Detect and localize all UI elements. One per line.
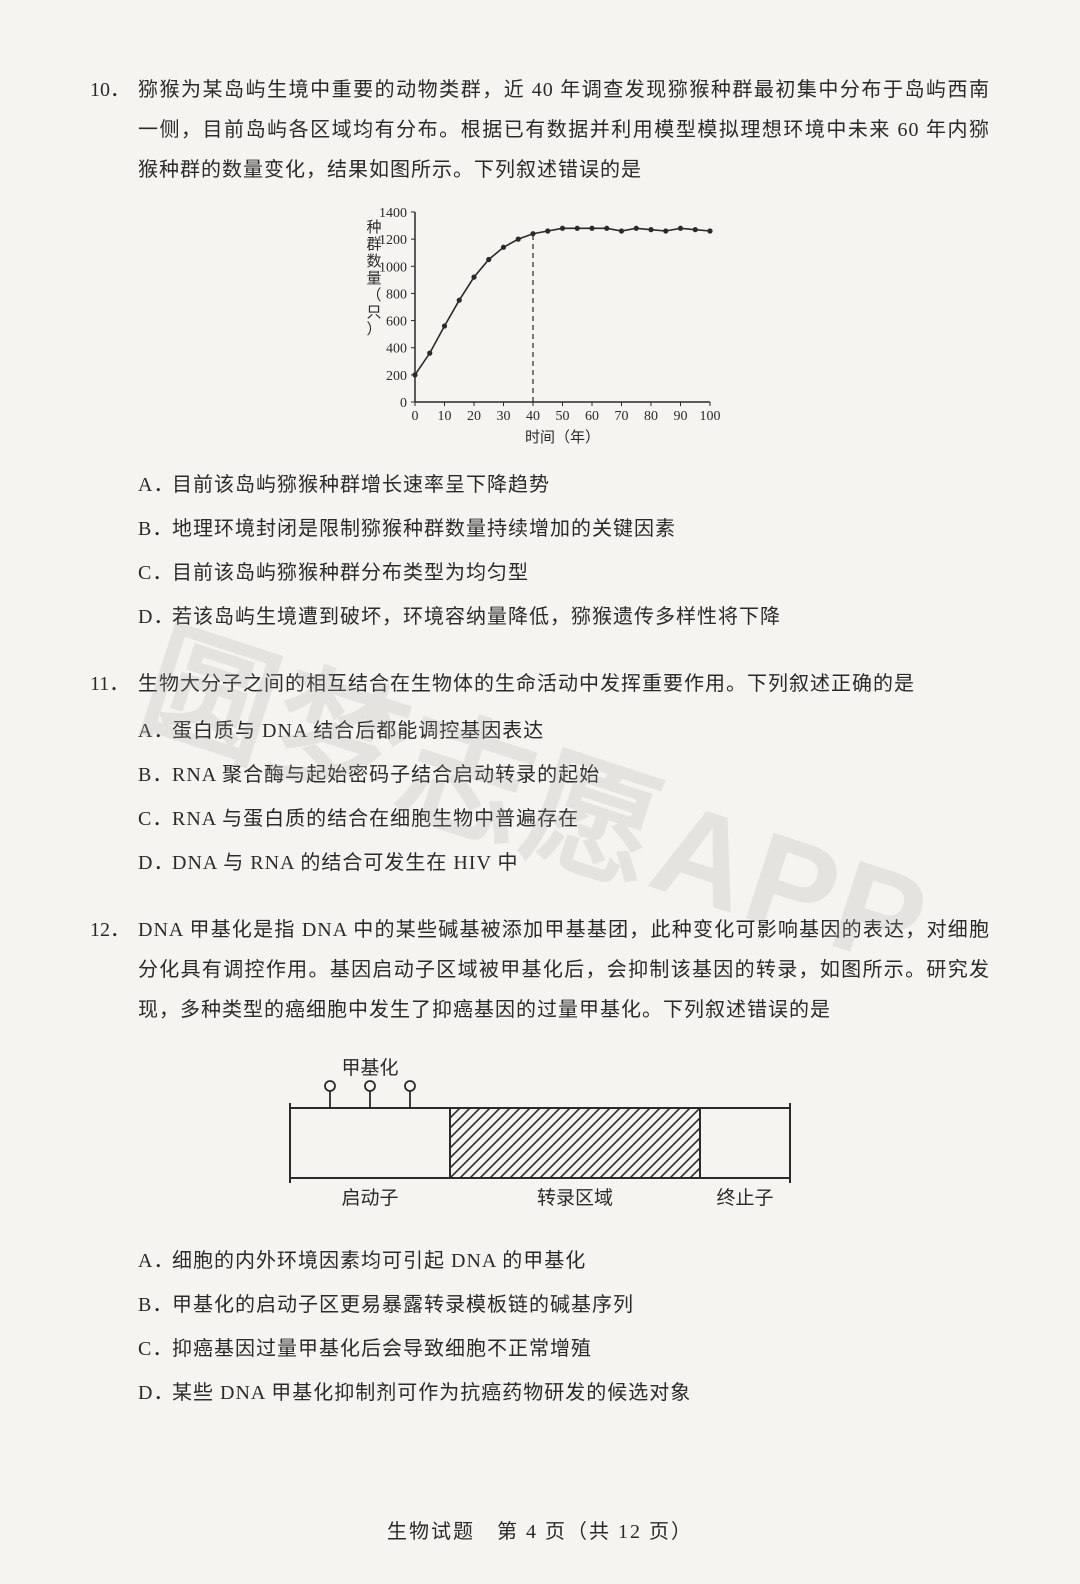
svg-text:400: 400 bbox=[386, 342, 407, 357]
svg-text:100: 100 bbox=[700, 409, 721, 424]
svg-text:甲基化: 甲基化 bbox=[341, 1057, 398, 1079]
svg-text:0: 0 bbox=[412, 409, 419, 424]
svg-text:种群数量（只）: 种群数量（只） bbox=[366, 219, 381, 338]
svg-text:800: 800 bbox=[386, 287, 407, 302]
question-text: 生物大分子之间的相互结合在生物体的生命活动中发挥重要作用。下列叙述正确的是 bbox=[138, 664, 915, 704]
question-text: 猕猴为某岛屿生境中重要的动物类群，近 40 年调查发现猕猴种群最初集中分布于岛屿… bbox=[138, 70, 990, 190]
page-footer: 生物试题 第 4 页（共 12 页） bbox=[0, 1515, 1080, 1544]
option-a: A．目前该岛屿猕猴种群增长速率呈下降趋势 bbox=[138, 466, 990, 504]
options-block: A．细胞的内外环境因素均可引起 DNA 的甲基化 B．甲基化的启动子区更易暴露转… bbox=[138, 1242, 990, 1412]
question-number: 10． bbox=[90, 73, 138, 102]
question-12: 12． DNA 甲基化是指 DNA 中的某些碱基被添加甲基基团，此种变化可影响基… bbox=[90, 910, 990, 1412]
question-10: 10． 猕猴为某岛屿生境中重要的动物类群，近 40 年调查发现猕猴种群最初集中分… bbox=[90, 70, 990, 636]
option-b: B．RNA 聚合酶与起始密码子结合启动转录的起始 bbox=[138, 756, 990, 794]
option-d: D．DNA 与 RNA 的结合可发生在 HIV 中 bbox=[138, 844, 990, 882]
svg-text:终止子: 终止子 bbox=[716, 1187, 773, 1209]
svg-text:启动子: 启动子 bbox=[341, 1187, 398, 1209]
option-a: A．蛋白质与 DNA 结合后都能调控基因表达 bbox=[138, 712, 990, 750]
option-d: D．若该岛屿生境遭到破坏，环境容纳量降低，猕猴遗传多样性将下降 bbox=[138, 598, 990, 636]
svg-text:70: 70 bbox=[615, 409, 629, 424]
svg-text:30: 30 bbox=[497, 409, 511, 424]
option-a: A．细胞的内外环境因素均可引起 DNA 的甲基化 bbox=[138, 1242, 990, 1280]
svg-text:600: 600 bbox=[386, 315, 407, 330]
svg-text:40: 40 bbox=[526, 409, 540, 424]
svg-text:1000: 1000 bbox=[379, 260, 407, 275]
svg-text:1400: 1400 bbox=[379, 206, 407, 221]
svg-text:10: 10 bbox=[438, 409, 452, 424]
option-c: C．目前该岛屿猕猴种群分布类型为均匀型 bbox=[138, 554, 990, 592]
svg-text:20: 20 bbox=[467, 409, 481, 424]
question-number: 11． bbox=[90, 667, 138, 696]
svg-text:0: 0 bbox=[400, 396, 407, 411]
options-block: A．目前该岛屿猕猴种群增长速率呈下降趋势 B．地理环境封闭是限制猕猴种群数量持续… bbox=[138, 466, 990, 636]
question-number: 12． bbox=[90, 913, 138, 942]
svg-text:时间（年）: 时间（年） bbox=[525, 429, 600, 446]
option-b: B．甲基化的启动子区更易暴露转录模板链的碱基序列 bbox=[138, 1286, 990, 1324]
question-text: DNA 甲基化是指 DNA 中的某些碱基被添加甲基基团，此种变化可影响基因的表达… bbox=[138, 910, 990, 1030]
svg-text:90: 90 bbox=[674, 409, 688, 424]
svg-text:200: 200 bbox=[386, 369, 407, 384]
option-b: B．地理环境封闭是限制猕猴种群数量持续增加的关键因素 bbox=[138, 510, 990, 548]
svg-text:转录区域: 转录区域 bbox=[537, 1187, 613, 1209]
svg-text:50: 50 bbox=[556, 409, 570, 424]
svg-text:80: 80 bbox=[644, 409, 658, 424]
option-c: C．抑癌基因过量甲基化后会导致细胞不正常增殖 bbox=[138, 1330, 990, 1368]
population-chart: 0 200 400 600 800 1000 1200 1400 0 10 20 30 40 50 60 70… bbox=[90, 200, 990, 450]
methylation-diagram: 甲基化启动子 转录区域 终止子 bbox=[90, 1048, 990, 1218]
svg-text:1200: 1200 bbox=[379, 233, 407, 248]
option-d: D．某些 DNA 甲基化抑制剂可作为抗癌药物研发的候选对象 bbox=[138, 1374, 990, 1412]
options-block: A．蛋白质与 DNA 结合后都能调控基因表达 B．RNA 聚合酶与起始密码子结合… bbox=[138, 712, 990, 882]
question-11: 11． 生物大分子之间的相互结合在生物体的生命活动中发挥重要作用。下列叙述正确的… bbox=[90, 664, 990, 882]
option-c: C．RNA 与蛋白质的结合在细胞生物中普遍存在 bbox=[138, 800, 990, 838]
svg-text:60: 60 bbox=[585, 409, 599, 424]
